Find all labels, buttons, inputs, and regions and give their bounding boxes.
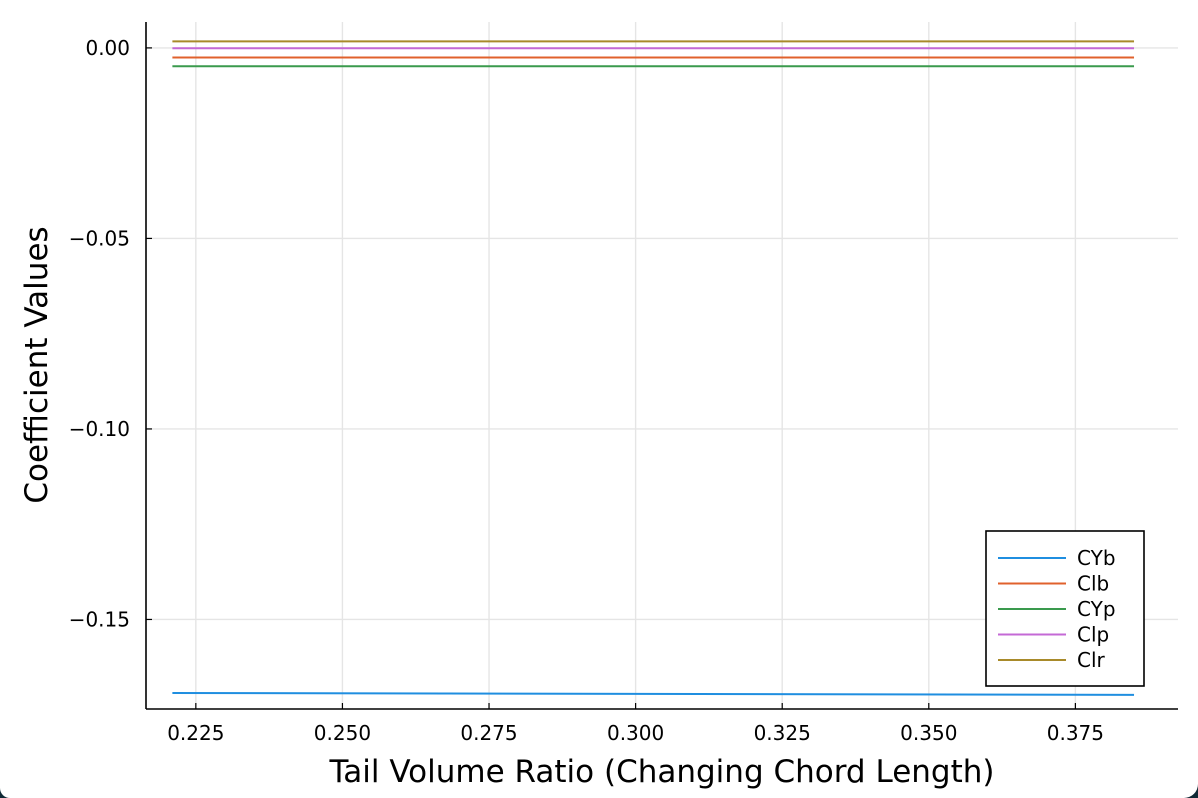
- x-tick-label: 0.275: [460, 721, 517, 745]
- x-axis-title: Tail Volume Ratio (Changing Chord Length…: [329, 754, 995, 790]
- series-line-cyb: [172, 692, 1135, 696]
- y-axis-title: Coefficient Values: [19, 226, 55, 503]
- tick-labels: 0.225 0.250 0.275 0.300 0.325 0.350 0.375 0.00 −…: [69, 36, 1104, 745]
- y-tick-label: 0.00: [85, 36, 130, 60]
- y-tick-label: −0.10: [69, 417, 130, 441]
- x-tick-label: 0.325: [754, 721, 811, 745]
- legend-label-clr: Clr: [1077, 648, 1106, 672]
- x-tick-label: 0.225: [167, 721, 224, 745]
- legend-label-cyb: CYb: [1077, 546, 1116, 570]
- series-lines: [172, 40, 1135, 696]
- grid-lines: [146, 22, 1178, 709]
- x-tick-label: 0.300: [607, 721, 664, 745]
- y-tick-label: −0.15: [69, 607, 130, 631]
- legend-label-cyp: CYp: [1077, 597, 1116, 621]
- x-tick-label: 0.375: [1047, 721, 1104, 745]
- y-tick-label: −0.05: [69, 226, 130, 250]
- x-tick-label: 0.250: [314, 721, 371, 745]
- legend-label-clp: Clp: [1077, 623, 1109, 647]
- axes: [145, 22, 1178, 710]
- x-tick-label: 0.350: [900, 721, 957, 745]
- legend-label-clb: Clb: [1077, 572, 1109, 596]
